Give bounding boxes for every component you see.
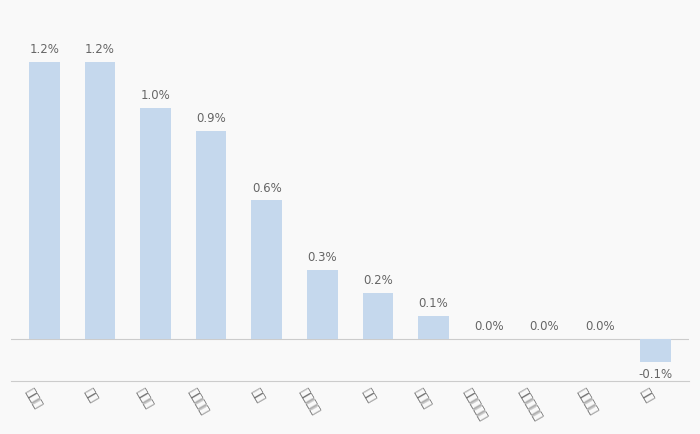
Text: 0.9%: 0.9% [196,112,226,125]
Bar [363,293,393,339]
Bar [85,62,116,339]
Text: 0.0%: 0.0% [585,320,615,333]
Bar [307,270,337,339]
Bar [140,108,171,339]
Text: 1.0%: 1.0% [141,89,170,102]
Text: 0.0%: 0.0% [530,320,559,333]
Text: -0.1%: -0.1% [638,368,673,381]
Text: 1.2%: 1.2% [85,43,115,56]
Text: 0.0%: 0.0% [474,320,504,333]
Text: 0.6%: 0.6% [252,182,281,195]
Text: 0.1%: 0.1% [419,297,448,310]
Text: 0.2%: 0.2% [363,274,393,287]
Bar [196,131,226,339]
Bar [418,316,449,339]
Bar [640,339,671,362]
Bar [251,201,282,339]
Bar [29,62,60,339]
Text: 0.3%: 0.3% [307,251,337,264]
Text: 1.2%: 1.2% [29,43,60,56]
